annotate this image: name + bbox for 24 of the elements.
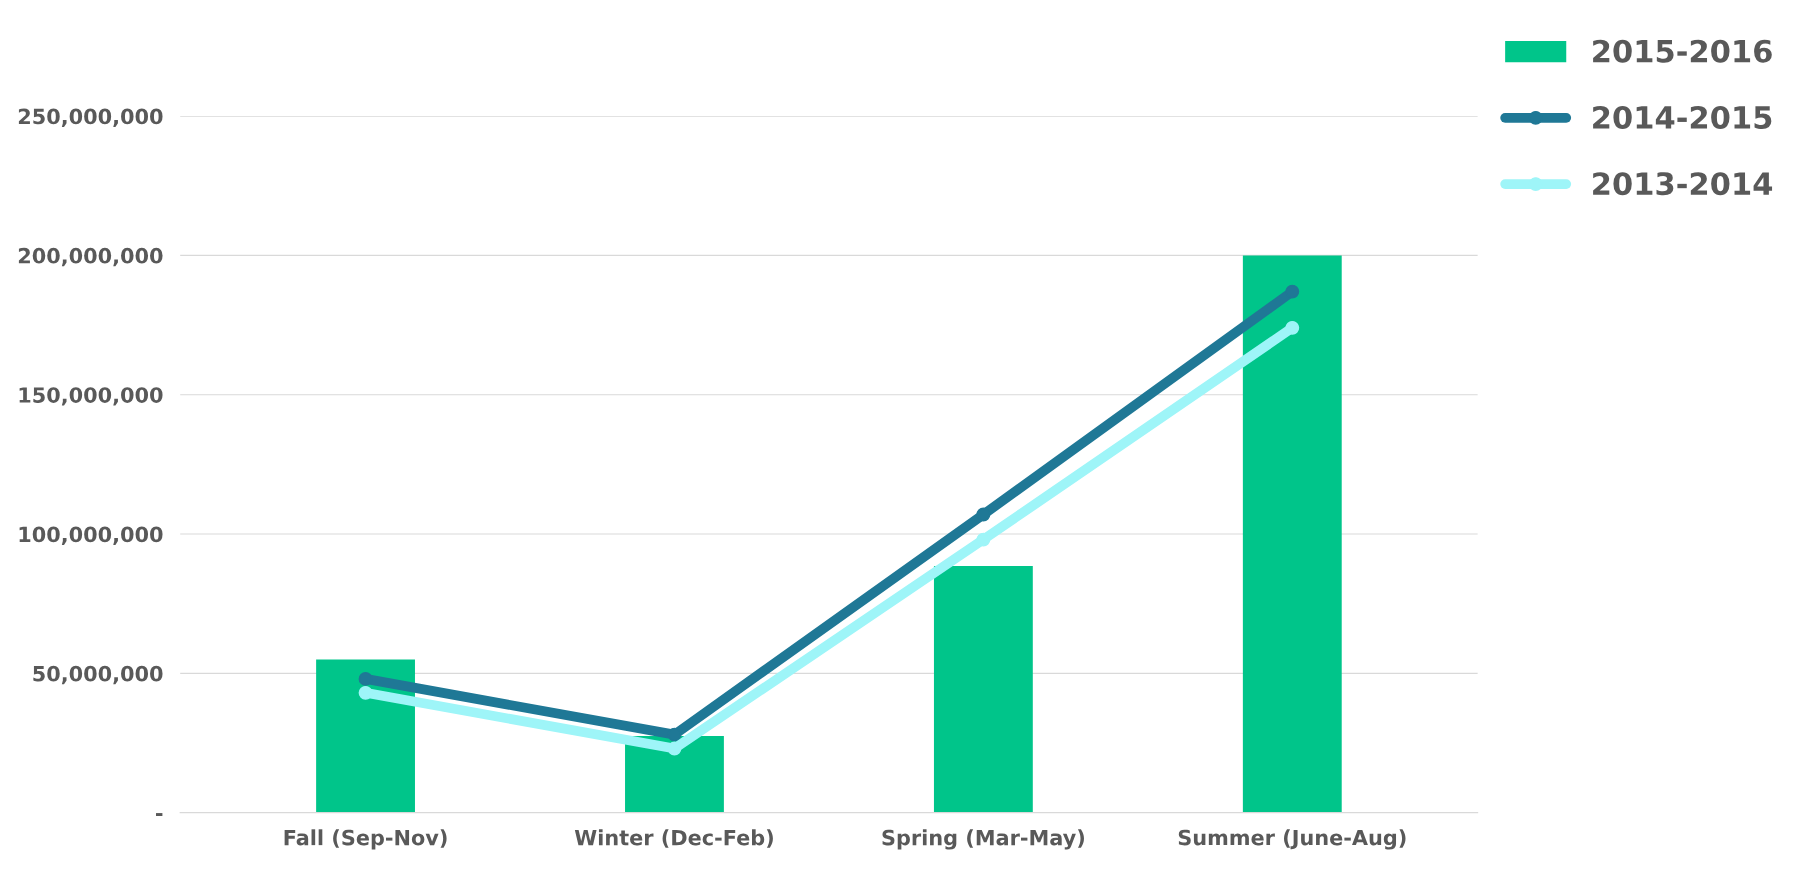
bar — [933, 566, 1033, 813]
y-tick-label: - — [156, 813, 163, 817]
bar — [1242, 255, 1342, 813]
point — [976, 507, 991, 522]
y-tick-label: 200,000,000 — [18, 247, 163, 267]
bar — [316, 659, 415, 813]
y-tick-label: 250,000,000 — [18, 108, 163, 127]
point — [667, 741, 682, 756]
point — [1285, 320, 1300, 335]
point — [358, 685, 373, 700]
point — [1285, 284, 1300, 299]
y-tick-label: 100,000,000 — [19, 526, 163, 545]
legend-label: 2013-2014 — [1593, 172, 1773, 196]
point — [667, 727, 682, 742]
x-tick-label: Summer (June-Aug) — [1178, 829, 1406, 850]
x-tick-label: Spring (Mar-May) — [882, 829, 1084, 850]
y-tick-label: 50,000,000 — [33, 665, 163, 685]
x-tick-label: Winter (Dec-Feb) — [574, 829, 773, 848]
legend-label: 2014-2015 — [1593, 105, 1772, 129]
point — [976, 532, 991, 547]
legend-label: 2015-2016 — [1593, 39, 1772, 63]
y-tick-label: 150,000,000 — [19, 387, 163, 406]
x-tick-label: Fall (Sep-Nov) — [284, 829, 447, 850]
point — [358, 671, 373, 686]
